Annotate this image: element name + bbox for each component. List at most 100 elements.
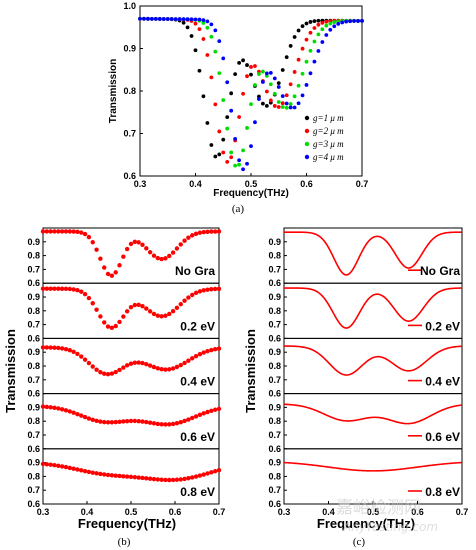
chart-b-point	[163, 256, 168, 261]
chart-b-point	[44, 404, 50, 410]
chart-a-point	[304, 59, 309, 64]
chart-a-series	[138, 16, 364, 172]
chart-b-point	[102, 320, 107, 325]
chart-a-point	[292, 70, 297, 74]
chart-a-ylabel: Transmission	[108, 59, 119, 123]
chart-b-point	[98, 314, 103, 319]
chart-a-point	[284, 101, 289, 106]
chart-b-point	[48, 462, 53, 467]
chart-a-point	[308, 48, 313, 53]
watermark-cn: 嘉峪检测网	[336, 498, 421, 518]
chart-a-point	[288, 102, 293, 106]
chart-b-point	[52, 345, 57, 350]
chart-b-subplot-4: 0.6 0.7 0.8 0.9 0.6 eV	[27, 393, 222, 454]
chart-a-point	[241, 58, 245, 63]
chart-c-ytick-label: 0.7	[268, 375, 281, 385]
chart-b-point	[105, 372, 111, 377]
chart-b-point	[40, 345, 46, 350]
chart-a-point	[209, 143, 214, 147]
chart-b-ytick-label: 0.6	[27, 444, 40, 454]
chart-a-point	[292, 35, 297, 39]
chart-a-point	[284, 105, 289, 110]
chart-b-point	[105, 420, 111, 425]
chart-b-point	[102, 472, 107, 477]
chart-a-point	[276, 105, 281, 109]
chart-b-subplot-label: 0.8 eV	[180, 485, 215, 499]
chart-b-subplot-label: 0.6 eV	[180, 430, 215, 444]
chart-a-point	[280, 94, 285, 99]
chart-b-point	[170, 308, 176, 314]
chart-b-point	[174, 421, 180, 426]
chart-b-point	[75, 411, 80, 417]
chart-b-point	[174, 364, 180, 370]
chart-a-point	[205, 25, 210, 30]
chart-a-legend-marker	[304, 115, 310, 121]
chart-a-point	[296, 28, 301, 33]
chart-a-point	[288, 44, 293, 48]
chart-b-point	[163, 313, 168, 318]
chart-b-point	[124, 418, 130, 424]
chart-a-point	[348, 19, 353, 24]
chart-b-point	[102, 371, 107, 376]
chart-b-point	[56, 286, 61, 291]
chart-b-point	[140, 303, 145, 309]
chart-b-subplot-label: 0.4 eV	[180, 375, 215, 389]
chart-b-point	[79, 289, 84, 294]
chart-b-point	[79, 230, 84, 235]
chart-a-point	[352, 19, 356, 23]
chart-a-point	[217, 152, 222, 157]
chart-a-point	[340, 20, 345, 25]
chart-b-point	[155, 255, 160, 261]
chart-b-point	[44, 462, 50, 467]
chart-b-point	[193, 474, 199, 479]
chart-c-ytick-label: 0.6	[268, 278, 281, 288]
chart-a-point	[292, 94, 297, 99]
chart-a-point	[296, 83, 301, 88]
chart-a-point	[217, 71, 222, 76]
chart-b-ytick-label: 0.7	[27, 485, 40, 495]
chart-b-point	[63, 346, 69, 352]
chart-b-point	[79, 468, 84, 473]
chart-a-point	[213, 102, 218, 107]
chart-b-point	[86, 469, 92, 475]
chart-b-point	[178, 362, 183, 368]
chart-b-point	[205, 409, 210, 415]
chart-b-point	[67, 348, 72, 353]
chart-b-ytick-label: 0.7	[27, 320, 40, 330]
chart-b-point	[205, 471, 210, 476]
chart-b-point	[63, 229, 69, 234]
chart-c-subplot-label: No Gra	[420, 264, 460, 278]
chart-a-point	[300, 46, 305, 51]
chart-b-point	[124, 474, 130, 479]
chart-c-ytick-label: 0.6	[268, 389, 281, 399]
chart-c-ytick-label: 0.8	[268, 306, 281, 316]
chart-a-point	[280, 101, 285, 106]
chart-a-point	[304, 83, 309, 87]
chart-b-ytick-label: 0.9	[27, 237, 40, 247]
chart-b-point	[190, 292, 195, 298]
chart-a-point	[233, 72, 238, 77]
chart-a-point	[173, 17, 178, 21]
chart-a-point	[217, 39, 222, 44]
watermark-en: AnyTesting.com	[342, 520, 438, 534]
chart-b-point	[212, 229, 218, 234]
chart-b-point	[121, 365, 126, 370]
chart-a-point	[237, 60, 242, 65]
chart-a-plot-frame	[139, 5, 363, 177]
chart-a-point	[165, 17, 170, 21]
chart-c-line	[284, 231, 463, 276]
chart-b-point	[79, 354, 84, 359]
chart-b-point	[174, 305, 180, 311]
chart-a-point	[201, 94, 206, 99]
chart-b-point	[216, 229, 222, 234]
chart-b-point	[182, 360, 187, 366]
chart-a-point	[280, 105, 285, 109]
chart-b-point	[117, 319, 122, 325]
chart-b-point	[128, 305, 134, 310]
chart-a-point	[161, 17, 166, 21]
chart-b-point	[144, 306, 149, 311]
chart-a-point	[288, 82, 293, 87]
chart-b-point	[170, 477, 176, 483]
chart-b-point	[75, 467, 80, 472]
chart-a-point	[225, 126, 230, 131]
